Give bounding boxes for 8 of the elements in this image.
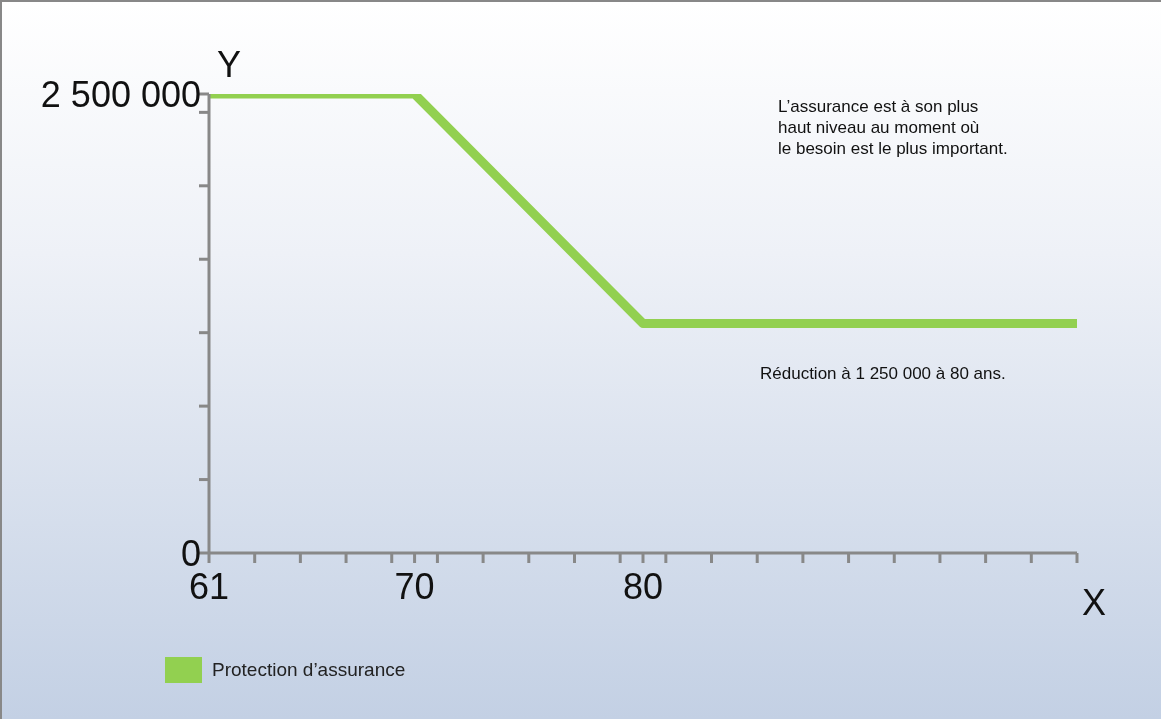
x-tick-label: 80 bbox=[622, 565, 664, 607]
legend-label: Protection d’assurance bbox=[211, 658, 406, 682]
y-axis-title: Y bbox=[217, 44, 242, 86]
x-axis-title: X bbox=[1082, 582, 1107, 624]
y-tick-label: 2 500 000 bbox=[40, 73, 201, 115]
x-tick-label: 70 bbox=[394, 565, 435, 607]
annotation: L’assurance est à son plus haut niveau au moment où le besoin est le plus important. bbox=[778, 96, 1008, 159]
annotation: Réduction à 1 250 000 à 80 ans. bbox=[760, 363, 1006, 384]
